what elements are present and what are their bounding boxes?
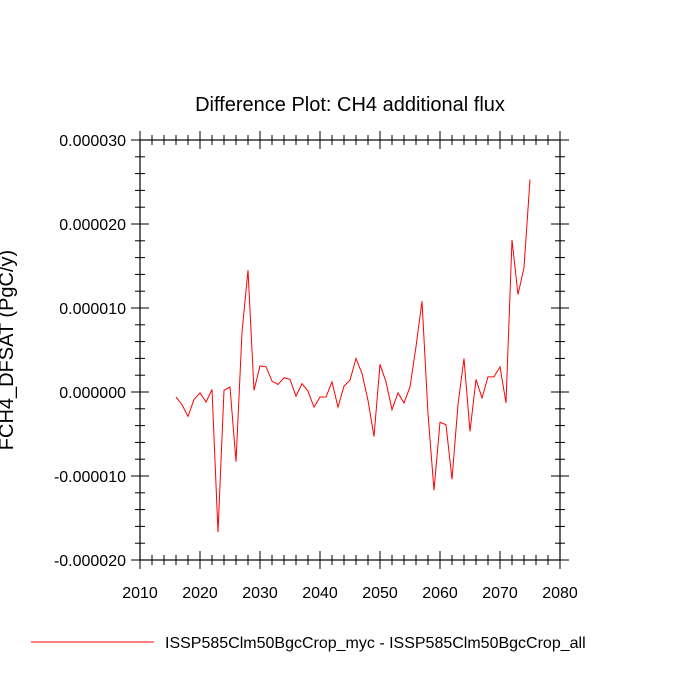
x-tick-label: 2040 [302,585,338,602]
series-line [175,179,531,533]
x-tick-label: 2010 [122,585,158,602]
y-tick-label: -0.000020 [54,553,126,570]
x-tick-label: 2030 [242,585,278,602]
x-tick-label: 2060 [422,585,458,602]
y-axis-label: FCH4_DFSAT (PgC/y) [0,250,18,450]
x-tick-label: 2020 [182,585,218,602]
x-axis-ticks: 2010 2020 2030 2040 2050 2060 2070 2080 [122,131,578,602]
y-tick-label: 0.000010 [59,301,126,318]
x-tick-label: 2070 [482,585,518,602]
legend: ISSP585Clm50BgcCrop_myc - ISSP585Clm50Bg… [31,635,586,652]
chart-title: Difference Plot: CH4 additional flux [195,94,505,116]
series-group [175,179,531,533]
y-axis-ticks: -0.000020 -0.000010 0.000000 0.000010 0.0000… [54,133,569,570]
y-tick-label: 0.000000 [59,385,126,402]
y-tick-label: -0.000010 [54,469,126,486]
plot-frame [139,139,561,561]
x-tick-label: 2080 [542,585,578,602]
x-tick-label: 2050 [362,585,398,602]
legend-label: ISSP585Clm50BgcCrop_myc - ISSP585Clm50Bg… [165,635,586,652]
y-tick-label: 0.000030 [59,133,126,150]
y-tick-label: 0.000020 [59,217,126,234]
